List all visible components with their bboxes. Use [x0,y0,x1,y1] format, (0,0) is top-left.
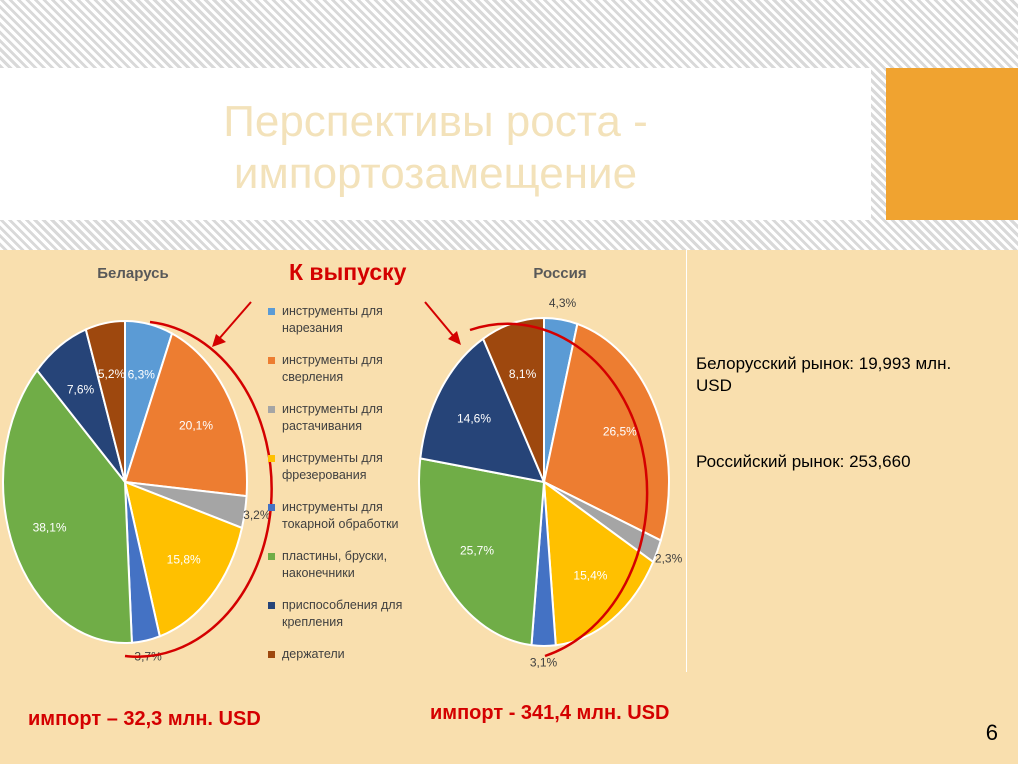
data-label-belarus-7: 5,2% [98,367,126,381]
chart-title-belarus: Беларусь [97,265,169,282]
legend-swatch [268,553,275,560]
legend-item: инструменты для сверления [268,352,428,401]
legend-swatch [268,504,275,511]
legend-label: инструменты для фрезерования [282,451,383,482]
pie-charts: Беларусь Россия 6,3%20,1%3,2%15,8%3,7%38… [2,265,683,669]
belarus-market-note: Белорусский рынок: 19,993 млн. USD [696,354,952,395]
slide-title-line1: Перспективы роста - [223,97,648,146]
data-label-russia-2: 2,3% [655,551,683,565]
arrow-right-head [448,331,461,345]
legend-item: инструменты для нарезания [268,303,428,352]
callout-label: К выпуску [289,259,407,285]
data-label-russia-4: 3,1% [530,655,558,669]
data-label-belarus-1: 20,1% [179,418,213,432]
pie-belarus: 6,3%20,1%3,2%15,8%3,7%38,1%7,6%5,2% [2,319,271,663]
data-label-russia-5: 25,7% [460,544,494,558]
legend-item: держатели [268,646,428,695]
pie-slice-russia-6 [419,337,546,484]
russia-highlight-arc [469,322,649,658]
belarus-import-label: импорт – 32,3 млн. USD [28,708,261,730]
pie-slice-belarus-3 [123,480,244,638]
data-label-belarus-0: 6,3% [128,368,156,382]
accent-block [886,68,1018,220]
pie-slice-russia-5 [418,457,546,647]
data-label-russia-0: 4,3% [549,296,577,310]
pie-slice-belarus-1 [123,331,248,498]
data-label-russia-7: 8,1% [509,367,537,381]
russia-import-label: импорт - 341,4 млн. USD [430,702,670,724]
pie-slice-russia-1 [542,322,670,542]
legend-item: инструменты для фрезерования [268,450,428,499]
legend-item: пластины, бруски, наконечники [268,548,428,597]
page-number: 6 [985,720,998,745]
chart-legend: инструменты для нарезания инструменты дл… [268,303,428,695]
pie-russia: 4,3% 26,5% 2,3% 15,4% 3,1% 25,7% 14,6% 8,1% [418,296,683,669]
data-label-russia-1: 26,5% [603,425,637,439]
data-label-russia-3: 15,4% [573,568,607,582]
legend-swatch [268,651,275,658]
pie-slice-belarus-5 [2,368,133,644]
data-label-belarus-2: 3,2% [243,508,271,522]
legend-label: приспособления для крепления [282,598,403,629]
data-label-belarus-5: 38,1% [33,521,67,535]
arrow-left-line [217,301,252,341]
legend-swatch [268,308,275,315]
slide-title-line2: импортозамещение [233,149,638,198]
legend-item: инструменты для растачивания [268,401,428,450]
legend-item: инструменты для токарной обработки [268,499,428,548]
data-label-russia-6: 14,6% [457,412,491,426]
pie-slice-belarus-7 [84,319,126,483]
chart-title-russia: Россия [533,265,586,282]
legend-label: инструменты для сверления [282,353,383,384]
title-box: Перспективы роста - импортозамещение [0,68,871,220]
arrow-right-line [424,301,456,339]
legend-label: инструменты для нарезания [282,304,383,335]
russia-market-note: Российский рынок: 253,660 [696,452,911,471]
legend-label: пластины, бруски, наконечники [282,549,388,580]
legend-item: приспособления для крепления [268,597,428,646]
legend-swatch [268,602,275,609]
legend-label: инструменты для растачивания [282,402,383,433]
legend-swatch [268,455,275,462]
arrow-left-head [212,334,226,347]
data-label-belarus-6: 7,6% [67,383,95,397]
legend-swatch [268,357,275,364]
legend-label: держатели [282,647,345,661]
legend-label: инструменты для токарной обработки [282,500,399,531]
slide-title: Перспективы роста - импортозамещение [0,96,871,200]
pie-slice-russia-3 [542,479,655,647]
legend-swatch [268,406,275,413]
data-label-belarus-3: 15,8% [167,552,201,566]
